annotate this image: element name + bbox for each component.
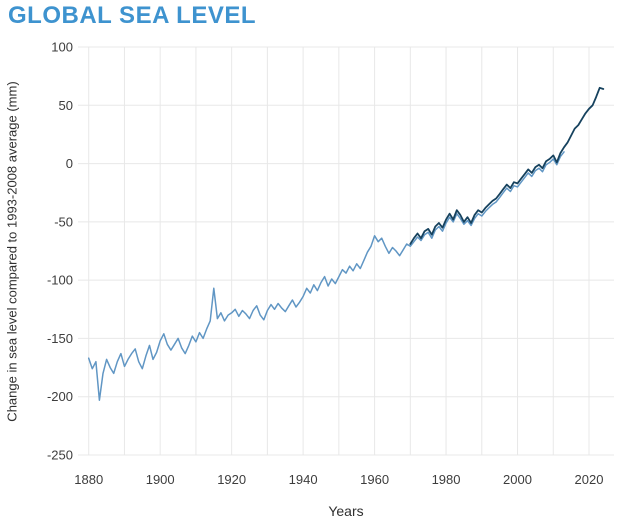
recent-observations-line [409, 86, 605, 245]
y-tick-label: 0 [66, 156, 73, 171]
y-axis-label: Change in sea level compared to 1993-200… [4, 81, 20, 422]
x-tick-label: 2000 [503, 472, 532, 487]
x-tick-label: 1920 [217, 472, 246, 487]
y-tick-label: -200 [47, 389, 73, 404]
y-tick-label: 100 [51, 40, 73, 55]
y-tick-label: -50 [54, 214, 73, 229]
x-tick-label: 1880 [74, 472, 103, 487]
x-tick-label: 1940 [289, 472, 318, 487]
x-tick-label: 2020 [575, 472, 604, 487]
x-tick-label: 1960 [360, 472, 389, 487]
x-tick-label: 1900 [146, 472, 175, 487]
chart-title: GLOBAL SEA LEVEL [8, 2, 257, 29]
y-tick-label: 50 [59, 98, 73, 113]
x-axis-label: Years [328, 503, 364, 519]
y-tick-label: -150 [47, 331, 73, 346]
x-tick-label: 1980 [432, 472, 461, 487]
y-tick-label: -250 [47, 448, 73, 463]
tide-gauge-reconstruction-line [87, 151, 565, 401]
y-tick-label: -100 [47, 273, 73, 288]
